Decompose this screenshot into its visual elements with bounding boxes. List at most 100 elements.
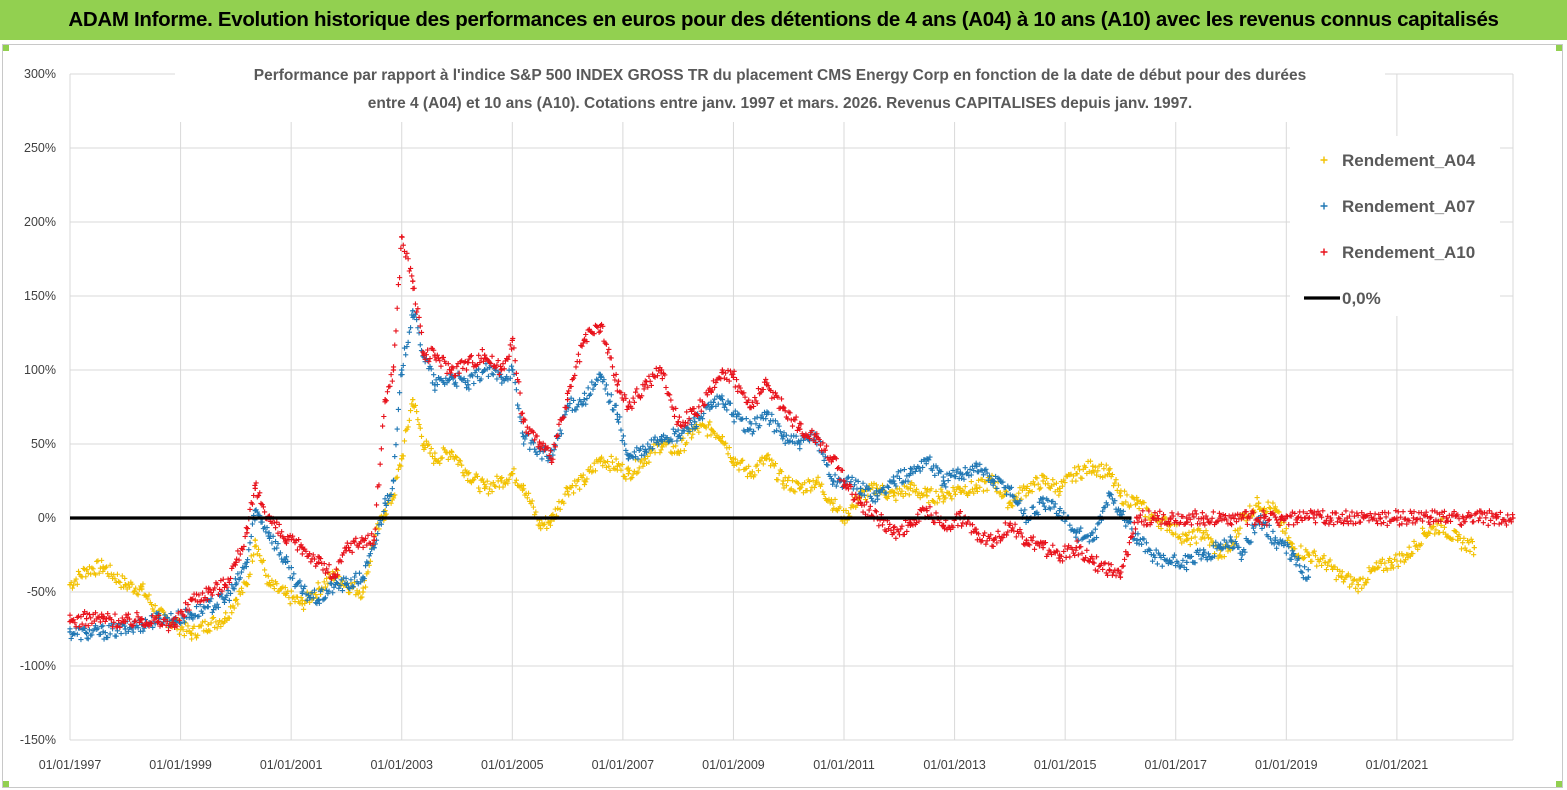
data-point-key <box>813 478 819 484</box>
data-point <box>845 486 852 492</box>
data-point-key <box>858 500 864 506</box>
data-point <box>545 445 551 451</box>
data-point <box>432 387 438 393</box>
data-point <box>614 388 620 394</box>
data-point-key <box>675 419 681 425</box>
data-point <box>1508 519 1514 525</box>
data-point <box>1154 513 1160 519</box>
data-point <box>224 592 230 598</box>
data-point <box>820 440 826 446</box>
data-point <box>749 399 755 405</box>
data-point <box>490 480 496 486</box>
data-point-key <box>1134 515 1140 521</box>
title-box <box>175 60 1385 122</box>
data-point <box>1317 556 1323 562</box>
data-point <box>1243 518 1249 524</box>
data-point-key <box>797 426 803 432</box>
data-point <box>679 423 685 430</box>
data-point <box>1108 562 1114 568</box>
data-point <box>1130 530 1136 536</box>
data-point <box>640 443 646 449</box>
data-point <box>744 400 751 406</box>
data-point <box>274 545 280 551</box>
data-point <box>291 537 297 543</box>
data-point-key <box>233 596 239 602</box>
data-point <box>1458 546 1465 552</box>
data-point <box>476 352 482 358</box>
data-point-key <box>708 404 714 410</box>
data-point-key <box>448 374 455 380</box>
data-point <box>819 481 825 487</box>
data-point <box>1160 512 1167 518</box>
data-point <box>74 631 80 637</box>
data-point-key <box>520 434 526 440</box>
data-point <box>327 580 333 586</box>
data-point <box>570 490 577 496</box>
data-point <box>349 549 355 555</box>
data-point-key <box>747 404 753 410</box>
data-point <box>400 242 406 248</box>
data-point <box>898 468 904 474</box>
data-point <box>313 591 319 598</box>
data-point <box>1312 553 1319 559</box>
data-point <box>90 566 96 572</box>
data-point <box>383 511 389 517</box>
data-point <box>977 461 983 467</box>
data-point <box>685 420 691 426</box>
data-point <box>1311 548 1317 554</box>
data-point <box>674 438 680 444</box>
data-point <box>623 395 629 401</box>
data-point <box>668 397 674 403</box>
data-point <box>742 394 748 400</box>
data-point <box>1061 510 1067 516</box>
data-point <box>967 489 973 495</box>
data-point <box>1126 518 1133 525</box>
data-point-key <box>719 397 725 403</box>
data-point <box>845 510 852 516</box>
data-point <box>1398 514 1404 520</box>
data-point <box>214 601 220 607</box>
data-point <box>592 468 599 474</box>
data-point <box>272 525 279 531</box>
data-point <box>1135 531 1141 537</box>
data-point <box>975 477 982 483</box>
data-point <box>609 459 616 465</box>
data-point <box>399 371 405 378</box>
data-point-key <box>482 352 488 358</box>
data-point <box>71 617 77 623</box>
data-point-key <box>316 596 322 602</box>
data-point <box>777 429 783 435</box>
data-point <box>652 434 658 440</box>
data-point-key <box>371 545 377 551</box>
data-point <box>871 490 877 496</box>
data-point <box>760 461 766 467</box>
data-point <box>204 597 211 603</box>
data-point <box>209 592 215 598</box>
data-point <box>394 305 400 311</box>
legend-marker-Rendement_A10 <box>1320 248 1328 256</box>
data-point <box>1323 517 1330 523</box>
data-point <box>500 484 506 490</box>
data-point-key <box>332 574 338 580</box>
data-point <box>1253 522 1259 528</box>
data-point <box>506 476 512 482</box>
data-point-key <box>891 493 897 499</box>
data-point <box>247 571 253 577</box>
data-point-key <box>1272 537 1278 543</box>
data-point <box>664 434 670 441</box>
data-point <box>654 373 661 379</box>
data-point <box>246 547 252 553</box>
data-point <box>1166 527 1173 533</box>
banner-title: ADAM Informe. Evolution historique des p… <box>0 0 1567 40</box>
data-point <box>92 572 99 578</box>
data-point <box>423 438 429 444</box>
data-point-key <box>509 337 515 343</box>
data-point <box>940 499 946 505</box>
data-point <box>313 563 319 569</box>
data-point <box>370 541 376 547</box>
data-point <box>986 535 993 541</box>
data-point <box>1000 534 1006 541</box>
data-point-key <box>432 456 438 462</box>
data-point <box>896 486 903 492</box>
data-point-key <box>1217 552 1223 558</box>
